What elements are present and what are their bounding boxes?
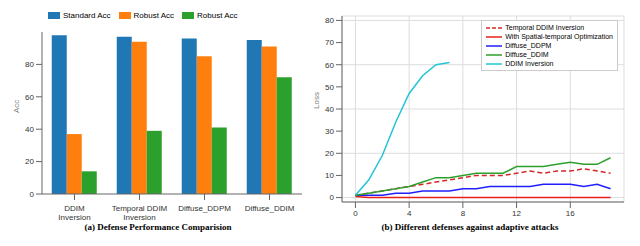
- html-text:Temporal DDIM Inversion: Temporal DDIM Inversion: [505, 24, 585, 31]
- html-text:Diffuse_DDIM: Diffuse_DDIM: [505, 51, 549, 58]
- svg-text:DDIM: DDIM: [64, 204, 85, 213]
- svg-text:Temporal DDIM: Temporal DDIM: [112, 204, 168, 213]
- svg-text:70: 70: [325, 38, 334, 47]
- svg-text:4: 4: [407, 209, 412, 218]
- svg-text:0: 0: [330, 193, 335, 202]
- svg-text:80: 80: [25, 60, 34, 69]
- html-text:Robust Acc: Robust Acc: [133, 11, 175, 20]
- svg-text:Inversion: Inversion: [58, 213, 90, 220]
- html-text:Diffuse_DDPM: Diffuse_DDPM: [505, 42, 552, 49]
- svg-text:80: 80: [325, 16, 334, 25]
- html-text:(b) Different defenses against: (b) Different defenses against adaptive …: [381, 222, 559, 232]
- svg-text:50: 50: [325, 83, 334, 92]
- svg-text:Diffuse_DDPM: Diffuse_DDPM: [178, 204, 231, 213]
- html-text:With Spatial-temporal Optimiza: With Spatial-temporal Optimization: [505, 33, 613, 40]
- svg-text:60: 60: [325, 61, 334, 70]
- html-text:(a) Defense Performance Compar: (a) Defense Performance Comparision: [84, 222, 232, 232]
- svg-text:20: 20: [325, 149, 334, 158]
- svg-text:16: 16: [566, 209, 575, 218]
- svg-text:20: 20: [25, 157, 34, 166]
- svg-text:Acc: Acc: [12, 100, 21, 113]
- html-text:Robust Acc: Robust Acc: [197, 11, 238, 20]
- svg-text:10: 10: [325, 171, 334, 180]
- html-text:DDIM Inversion: DDIM Inversion: [505, 60, 554, 67]
- svg-text:8: 8: [461, 209, 466, 218]
- svg-text:0: 0: [30, 190, 35, 199]
- svg-text:12: 12: [512, 209, 521, 218]
- svg-text:Inversion: Inversion: [123, 213, 155, 220]
- svg-text:0: 0: [353, 209, 358, 218]
- svg-text:30: 30: [325, 127, 334, 136]
- html-text:Standard Acc: Standard Acc: [63, 11, 111, 20]
- svg-text:Diffuse_DDIM: Diffuse_DDIM: [245, 204, 295, 213]
- svg-text:60: 60: [25, 93, 34, 102]
- svg-text:Loss: Loss: [312, 92, 321, 109]
- svg-text:40: 40: [25, 125, 34, 134]
- svg-text:40: 40: [325, 105, 334, 114]
